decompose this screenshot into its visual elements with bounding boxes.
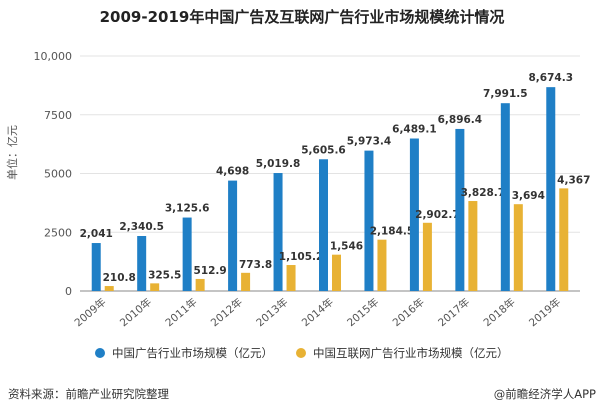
data-label-series2: 2,184.5 [370,226,415,238]
bar-series2 [286,265,296,291]
data-label-series2: 1,105.2 [279,251,324,263]
bar-series2 [241,272,251,291]
x-tick-label: 2017年 [435,295,472,329]
data-label-series2: 3,828.7 [461,187,506,199]
y-tick-label: 10,000 [34,50,73,63]
bar-series1 [409,138,419,291]
bar-series2 [468,201,478,291]
bar-series2 [513,204,523,291]
chart-title: 2009-2019年中国广告及互联网广告行业市场规模统计情况 [99,8,505,26]
bar-series1 [228,180,238,291]
bar-series2 [150,283,160,291]
legend-label-series1: 中国广告行业市场规模（亿元） [112,346,273,360]
bar-series1 [137,235,147,291]
data-label-series1: 3,125.6 [165,203,210,215]
x-tick-label: 2015年 [345,295,382,329]
data-label-series2: 773.8 [239,259,272,271]
data-label-series2: 3,694 [512,190,545,202]
credit-note: @前瞻经济学人APP [493,387,596,401]
data-label-series1: 8,674.3 [529,72,574,84]
bar-series2 [195,278,205,291]
x-tick-label: 2016年 [390,295,427,329]
data-label-series1: 6,896.4 [438,114,483,126]
source-note: 资料来源：前瞻产业研究院整理 [8,387,169,401]
bar-series1 [319,159,328,291]
data-label-series1: 2,041 [80,228,113,240]
legend-item-series2: 中国互联网广告行业市场规模（亿元） [296,345,509,361]
data-label-series1: 5,973.4 [347,136,392,148]
data-label-series2: 210.8 [103,272,136,284]
data-label-series1: 5,019.8 [256,158,301,170]
data-label-series1: 4,698 [216,166,249,178]
bar-series1 [273,173,283,291]
y-tick-label: 5000 [44,168,72,181]
bar-series2 [104,286,114,291]
legend-swatch-series2 [296,348,306,358]
y-tick-label: 0 [65,285,72,298]
legend: 中国广告行业市场规模（亿元） 中国互联网广告行业市场规模（亿元） [0,345,604,367]
bar-series1 [546,87,556,291]
data-label-series1: 7,991.5 [483,88,528,100]
y-tick-label: 7500 [44,109,72,122]
bar-series1 [91,243,101,291]
bar-series2 [422,222,432,291]
bar-series1 [182,217,192,291]
legend-swatch-series1 [95,348,105,358]
bar-series2 [332,254,341,291]
x-tick-label: 2012年 [208,295,245,329]
x-tick-label: 2018年 [481,295,518,329]
bar-series1 [455,128,465,291]
bar-series1 [364,150,374,291]
x-tick-label: 2014年 [299,295,336,329]
data-label-series1: 2,340.5 [119,221,164,233]
x-tick-label: 2019年 [526,295,563,329]
y-tick-label: 2500 [44,226,72,239]
data-label-series2: 512.9 [194,265,227,277]
x-tick-label: 2009年 [72,295,109,329]
legend-label-series2: 中国互联网广告行业市场规模（亿元） [313,346,509,360]
data-label-series1: 6,489.1 [392,124,437,136]
data-label-series2: 4,367 [557,174,590,186]
data-label-series2: 2,902.7 [415,209,460,221]
data-label-series1: 5,605.6 [301,144,346,156]
bar-series2 [559,188,569,291]
bar-series2 [377,239,387,291]
x-tick-label: 2011年 [163,295,200,329]
data-label-series2: 325.5 [148,269,181,281]
x-tick-label: 2010年 [117,295,154,329]
legend-item-series1: 中国广告行业市场规模（亿元） [95,345,273,361]
data-label-series2: 1,546 [330,241,363,253]
x-tick-label: 2013年 [254,295,291,329]
bar-series1 [500,103,510,291]
